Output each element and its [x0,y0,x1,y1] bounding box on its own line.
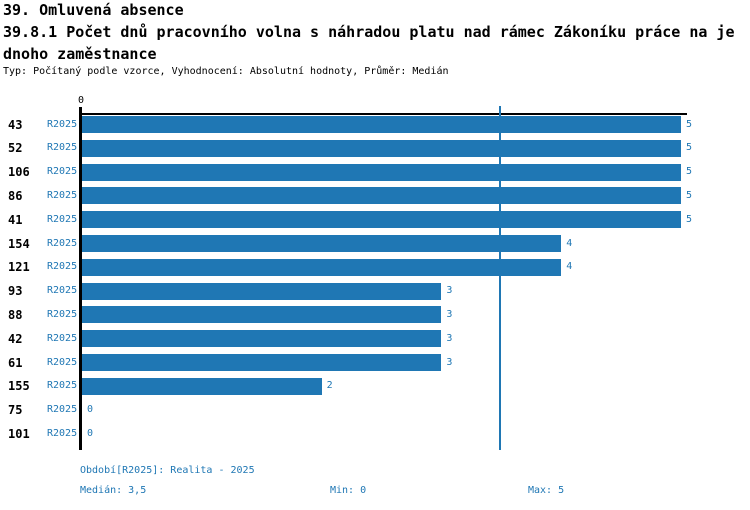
bar-value-label: 4 [566,261,573,273]
bar-value-label: 2 [326,380,333,392]
bar-value-label: 5 [686,213,693,225]
row-category-label: 75 [8,403,23,418]
bar-value-label: 3 [446,356,453,368]
bar [82,163,681,181]
row-series-label: R2025 [47,404,78,416]
footer-period-label: Období[R2025]: Realita - 2025 [80,465,255,476]
footer-min-label: Min: 0 [330,485,367,496]
x-axis-zero-tick-label: 0 [77,95,85,106]
bar [82,282,442,300]
row-series-label: R2025 [47,308,78,320]
bar-value-label: 3 [446,332,453,344]
row-series-label: R2025 [47,213,78,225]
row-category-label: 101 [8,426,30,441]
bar-value-label: 0 [87,427,94,439]
bar [82,235,562,252]
row-series-label: R2025 [47,427,78,439]
row-series-label: R2025 [47,189,78,201]
bar [82,258,562,276]
row-series-label: R2025 [47,142,78,154]
row-series-label: R2025 [47,332,78,344]
row-series-label: R2025 [47,356,78,368]
report-subtitle-line1: 39.8.1 Počet dnů pracovního volna s náhr… [3,23,735,41]
row-series-label: R2025 [47,261,78,273]
row-category-label: 61 [8,355,23,370]
y-axis-line [79,107,82,450]
row-series-label: R2025 [47,166,78,178]
bar [82,330,442,348]
row-category-label: 52 [8,141,23,156]
row-series-label: R2025 [47,118,78,130]
bar-value-label: 3 [446,308,453,320]
row-category-label: 86 [8,188,23,203]
bar-value-label: 5 [686,118,693,130]
bar [82,306,442,324]
bar [82,211,681,229]
report-title: 39. Omluvená absence [3,1,184,19]
row-category-label: 155 [8,379,30,394]
bar-value-label: 5 [686,166,693,178]
bar-value-label: 4 [566,237,573,249]
bar-chart: 0 43 R2025 5 52 R2025 5 106 R2025 5 86 R2025 5 41 R20… [8,95,693,450]
bar-value-label: 0 [87,404,94,416]
x-axis-line [79,113,687,115]
row-series-label: R2025 [47,380,78,392]
bar-value-label: 5 [686,142,693,154]
row-category-label: 93 [8,284,23,299]
bar [82,139,681,157]
row-category-label: 154 [8,236,30,251]
bar-value-label: 5 [686,189,693,201]
report-subtitle-line2: dnoho zaměstnance [3,45,157,63]
bar [82,377,322,395]
row-category-label: 106 [8,165,30,180]
footer-median-label: Medián: 3,5 [80,485,147,496]
bar [82,187,681,205]
row-category-label: 121 [8,260,30,275]
row-category-label: 41 [8,212,23,227]
row-category-label: 42 [8,331,23,346]
row-series-label: R2025 [47,285,78,297]
row-category-label: 88 [8,307,23,322]
bar-value-label: 3 [446,285,453,297]
report-meta-line: Typ: Počítaný podle vzorce, Vyhodnocení:… [3,66,449,77]
bar [82,354,442,371]
row-category-label: 43 [8,117,23,132]
footer-max-label: Max: 5 [528,485,565,496]
bar [82,116,681,133]
median-marker-line [499,106,502,450]
row-series-label: R2025 [47,237,78,249]
